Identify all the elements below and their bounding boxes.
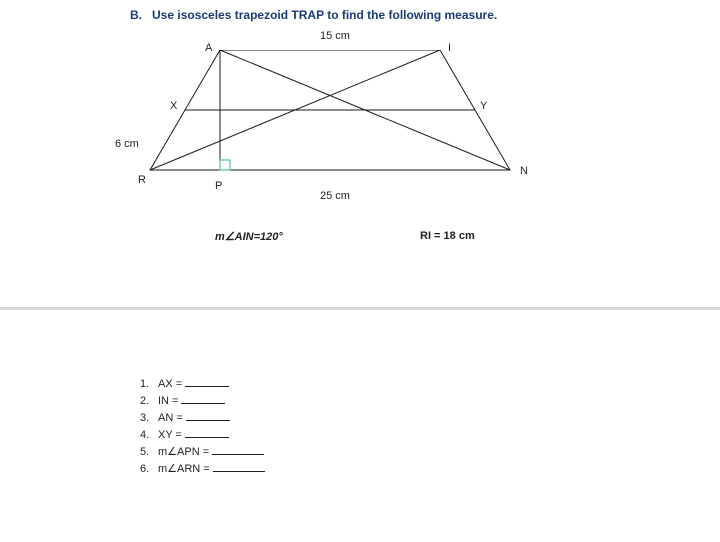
question-number: 3. xyxy=(140,410,158,426)
question-label: AX = xyxy=(158,376,182,392)
questions-list: 1. AX = 2. IN = 3. AN = 4. XY = 5. m∠APN… xyxy=(140,375,265,477)
question-number: 4. xyxy=(140,427,158,443)
top-length-label: 15 cm xyxy=(320,30,350,42)
vertex-r: R xyxy=(138,174,146,186)
question-label: XY = xyxy=(158,427,182,443)
vertex-i: I xyxy=(448,42,451,54)
diagram-svg xyxy=(140,50,530,185)
left-length-label: 6 cm xyxy=(115,138,139,150)
vertex-a: A xyxy=(205,42,212,54)
vertex-p: P xyxy=(215,180,222,192)
question-label: m∠APN = xyxy=(158,444,209,460)
instruction: B. Use isosceles trapezoid TRAP to find … xyxy=(130,8,497,22)
trapezoid-diagram: 15 cm A I R N X Y P 6 cm 25 cm xyxy=(140,30,580,230)
question-row: 3. AN = xyxy=(140,409,265,426)
question-label: IN = xyxy=(158,393,178,409)
answer-blank[interactable] xyxy=(185,375,229,387)
question-number: 1. xyxy=(140,376,158,392)
instruction-prefix: B. xyxy=(130,8,142,22)
question-number: 6. xyxy=(140,461,158,477)
given-ri: RI = 18 cm xyxy=(420,230,475,242)
answer-blank[interactable] xyxy=(186,409,230,421)
vertex-x: X xyxy=(170,100,177,112)
question-row: 4. XY = xyxy=(140,426,265,443)
answer-blank[interactable] xyxy=(212,443,264,455)
question-row: 2. IN = xyxy=(140,392,265,409)
answer-blank[interactable] xyxy=(185,426,229,438)
bottom-length-label: 25 cm xyxy=(320,190,350,202)
question-row: 1. AX = xyxy=(140,375,265,392)
instruction-text: Use isosceles trapezoid TRAP to find the… xyxy=(152,8,497,22)
answer-blank[interactable] xyxy=(213,460,265,472)
vertex-n: N xyxy=(520,165,528,177)
given-angle: m∠AIN=120° xyxy=(215,230,283,243)
question-number: 5. xyxy=(140,444,158,460)
vertex-y: Y xyxy=(480,100,487,112)
question-number: 2. xyxy=(140,393,158,409)
answer-blank[interactable] xyxy=(181,392,225,404)
question-label: AN = xyxy=(158,410,183,426)
question-row: 6. m∠ARN = xyxy=(140,460,265,477)
question-label: m∠ARN = xyxy=(158,461,210,477)
question-row: 5. m∠APN = xyxy=(140,443,265,460)
